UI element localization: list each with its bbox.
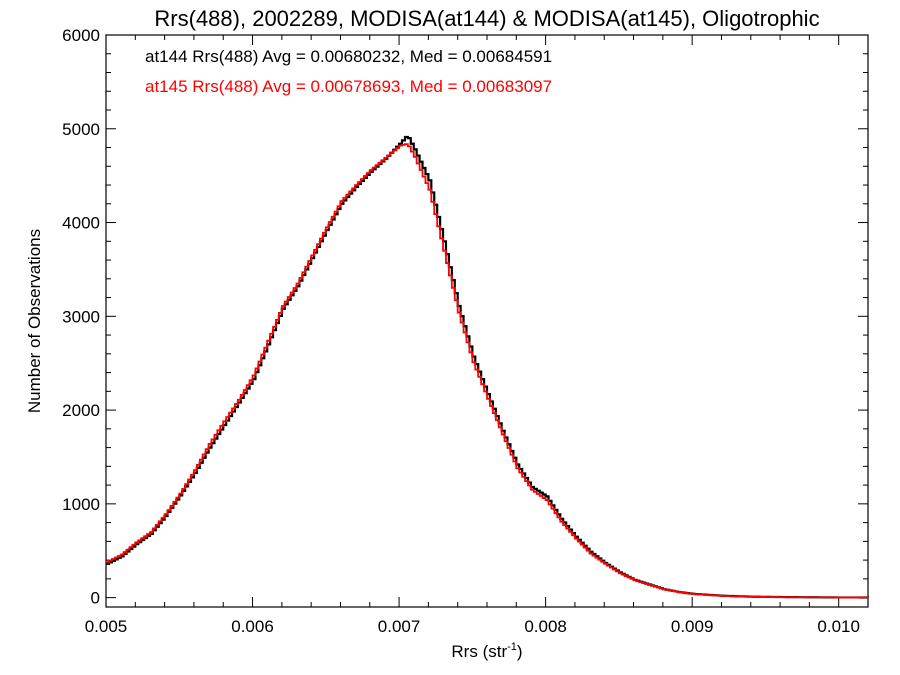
plot-frame — [105, 34, 869, 608]
x-axis-label-main: Rrs (str — [451, 642, 507, 661]
series-line-at144 — [106, 135, 870, 599]
series-lines — [106, 135, 870, 599]
series-line-at145 — [106, 143, 869, 599]
x-axis-label: Rrs (str-1) — [451, 641, 522, 661]
y-tick-label: 2000 — [62, 401, 100, 420]
y-tick-label: 4000 — [62, 214, 100, 233]
x-tick-label: 0.008 — [524, 617, 567, 636]
legend-stats-at144: at144 Rrs(488) Avg = 0.00680232, Med = 0… — [145, 47, 552, 66]
x-tick-label: 0.007 — [378, 617, 421, 636]
x-axis-label-superscript: -1 — [507, 641, 517, 653]
chart-title: Rrs(488), 2002289, MODISA(at144) & MODIS… — [154, 6, 819, 31]
y-tick-label: 0 — [91, 589, 100, 608]
axis-ticks: 0.005 0.006 0.007 0.008 0.009 0.010 0 1000 2000 3… — [62, 26, 869, 636]
x-tick-label: 0.005 — [85, 617, 128, 636]
x-tick-label: 0.006 — [231, 617, 274, 636]
y-tick-label: 3000 — [62, 307, 100, 326]
x-tick-label: 0.010 — [817, 617, 860, 636]
legend-stats-at145: at145 Rrs(488) Avg = 0.00678693, Med = 0… — [145, 77, 552, 96]
y-tick-label: 1000 — [62, 495, 100, 514]
y-tick-label: 5000 — [62, 120, 100, 139]
y-tick-label: 6000 — [62, 26, 100, 45]
y-axis-label: Number of Observations — [25, 229, 44, 413]
x-axis-label-close: ) — [517, 642, 523, 661]
x-tick-label: 0.009 — [671, 617, 714, 636]
